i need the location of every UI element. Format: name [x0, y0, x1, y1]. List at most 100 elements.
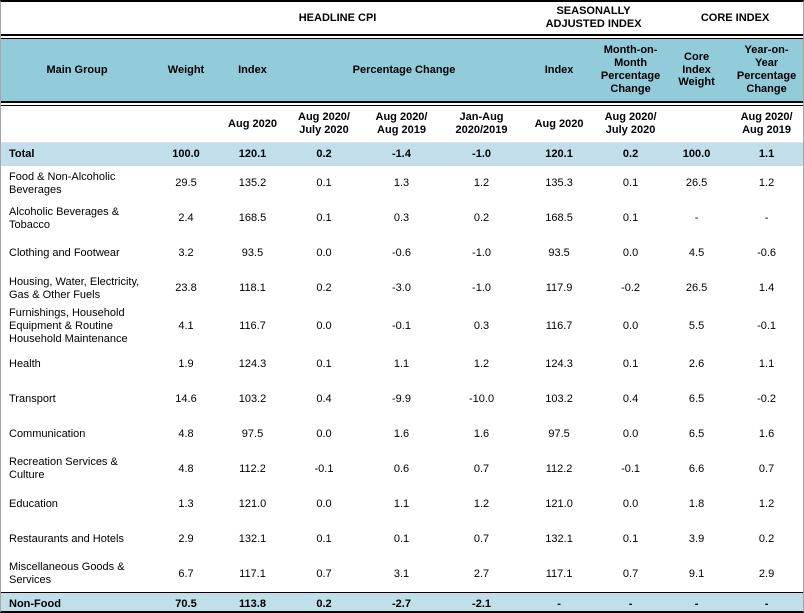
- yoy-pct-cell: -1.4: [362, 142, 441, 166]
- sa-index-cell: 116.7: [522, 306, 597, 347]
- janaug-pct-cell: 2.7: [441, 556, 523, 593]
- janaug-pct-cell: 0.7: [441, 451, 523, 487]
- table-row: Transport 14.6 103.2 0.4 -9.9 -10.0 103.…: [1, 381, 803, 417]
- core-weight-cell: 2.6: [665, 346, 729, 382]
- row-name-cell: Clothing and Footwear: [1, 236, 153, 271]
- sa-index-cell: 132.1: [522, 521, 597, 557]
- mom-pct-cell: 0.1: [286, 346, 362, 382]
- row-name-cell: Total: [1, 142, 153, 166]
- core-weight-cell: 26.5: [665, 166, 729, 201]
- core-yoy-pct-cell: -0.2: [728, 381, 803, 417]
- core-weight-cell: 100.0: [665, 142, 729, 166]
- date-header-mom: Aug 2020/ July 2020: [286, 105, 362, 143]
- header-percentage-change: Percentage Change: [286, 38, 523, 102]
- date-header-spacer: [1, 105, 153, 143]
- header-index: Index: [219, 38, 286, 102]
- core-yoy-pct-cell: 2.9: [728, 556, 803, 593]
- core-yoy-pct-cell: 0.2: [728, 521, 803, 557]
- mom-pct-cell: 0.2: [286, 142, 362, 166]
- table-row: Communication 4.8 97.5 0.0 1.6 1.6 97.5 …: [1, 416, 803, 452]
- sa-mom-pct-cell: 0.1: [596, 521, 666, 557]
- index-cell: 124.3: [219, 346, 286, 382]
- yoy-pct-cell: 1.1: [362, 486, 441, 522]
- mom-pct-cell: 0.7: [286, 556, 362, 593]
- mom-pct-cell: 0.0: [286, 236, 362, 271]
- index-cell: 121.0: [219, 486, 286, 522]
- row-name-cell: Communication: [1, 416, 153, 452]
- sa-mom-pct-cell: 0.0: [596, 416, 666, 452]
- mom-pct-cell: 0.2: [286, 271, 362, 306]
- table-row: Total 100.0 120.1 0.2 -1.4 -1.0 120.1 0.…: [1, 142, 803, 166]
- yoy-pct-cell: -0.1: [362, 306, 441, 347]
- sa-mom-pct-cell: 0.0: [596, 486, 666, 522]
- table-row: Non-Food 70.5 113.8 0.2 -2.7 -2.1 - - - …: [1, 591, 803, 611]
- sa-mom-pct-cell: -0.1: [596, 451, 666, 487]
- core-yoy-pct-cell: -: [728, 201, 803, 236]
- sa-index-cell: 97.5: [522, 416, 597, 452]
- row-name-cell: Health: [1, 346, 153, 382]
- mom-pct-cell: 0.0: [286, 306, 362, 347]
- yoy-pct-cell: 3.1: [362, 556, 441, 593]
- core-yoy-pct-cell: 1.4: [728, 271, 803, 306]
- sa-index-cell: 117.1: [522, 556, 597, 593]
- sa-index-cell: 121.0: [522, 486, 597, 522]
- core-yoy-pct-cell: 1.1: [728, 142, 803, 166]
- core-weight-cell: 4.5: [665, 236, 729, 271]
- date-header-sa-mom: Aug 2020/ July 2020: [596, 105, 666, 143]
- index-cell: 168.5: [219, 201, 286, 236]
- group-header-headline-cpi: HEADLINE CPI: [153, 2, 523, 35]
- header-mom-percentage-change: Month-on- Month Percentage Change: [596, 38, 666, 102]
- core-yoy-pct-cell: -0.1: [728, 306, 803, 347]
- header-core-index-weight: Core Index Weight: [665, 38, 729, 102]
- core-weight-cell: 9.1: [665, 556, 729, 593]
- yoy-pct-cell: 1.3: [362, 166, 441, 201]
- weight-cell: 2.9: [153, 521, 219, 557]
- table-row: Restaurants and Hotels 2.9 132.1 0.1 0.1…: [1, 521, 803, 557]
- date-header-spacer: [153, 105, 219, 143]
- sa-index-cell: 103.2: [522, 381, 597, 417]
- date-header-yoy: Aug 2020/ Aug 2019: [362, 105, 441, 143]
- table-row: Health 1.9 124.3 0.1 1.1 1.2 124.3 0.1 2…: [1, 346, 803, 382]
- core-weight-cell: 3.9: [665, 521, 729, 557]
- group-header-spacer: [1, 2, 153, 35]
- header-weight: Weight: [153, 38, 219, 102]
- row-name-cell: Housing, Water, Electricity, Gas & Other…: [1, 271, 153, 306]
- yoy-pct-cell: -3.0: [362, 271, 441, 306]
- core-weight-cell: 6.5: [665, 381, 729, 417]
- weight-cell: 1.9: [153, 346, 219, 382]
- date-header-index-period: Aug 2020: [219, 105, 286, 143]
- row-name-cell: Transport: [1, 381, 153, 417]
- row-name-cell: Furnishings, Household Equipment & Routi…: [1, 306, 153, 347]
- table-row: Food & Non-Alcoholic Beverages 29.5 135.…: [1, 166, 803, 201]
- sa-index-cell: 168.5: [522, 201, 597, 236]
- core-yoy-pct-cell: 1.1: [728, 346, 803, 382]
- core-yoy-pct-cell: 0.7: [728, 451, 803, 487]
- core-weight-cell: 1.8: [665, 486, 729, 522]
- date-header-janaug: Jan-Aug 2020/2019: [441, 105, 523, 143]
- janaug-pct-cell: 0.3: [441, 306, 523, 347]
- weight-cell: 4.8: [153, 451, 219, 487]
- weight-cell: 70.5: [153, 591, 219, 611]
- janaug-pct-cell: -10.0: [441, 381, 523, 417]
- sa-mom-pct-cell: 0.1: [596, 166, 666, 201]
- index-cell: 132.1: [219, 521, 286, 557]
- sa-mom-pct-cell: 0.1: [596, 201, 666, 236]
- group-header-row: HEADLINE CPI SEASONALLY ADJUSTED INDEX C…: [1, 2, 803, 35]
- table-row: Alcoholic Beverages & Tobacco 2.4 168.5 …: [1, 201, 803, 236]
- table-row: Miscellaneous Goods & Services 6.7 117.1…: [1, 556, 803, 593]
- mom-pct-cell: 0.1: [286, 521, 362, 557]
- core-weight-cell: 6.5: [665, 416, 729, 452]
- weight-cell: 23.8: [153, 271, 219, 306]
- sa-index-cell: 120.1: [522, 142, 597, 166]
- sa-mom-pct-cell: 0.0: [596, 306, 666, 347]
- weight-cell: 1.3: [153, 486, 219, 522]
- header-main-group: Main Group: [1, 38, 153, 102]
- core-yoy-pct-cell: 1.6: [728, 416, 803, 452]
- core-yoy-pct-cell: -: [728, 591, 803, 611]
- weight-cell: 3.2: [153, 236, 219, 271]
- mom-pct-cell: 0.0: [286, 416, 362, 452]
- index-cell: 116.7: [219, 306, 286, 347]
- janaug-pct-cell: 1.2: [441, 486, 523, 522]
- index-cell: 93.5: [219, 236, 286, 271]
